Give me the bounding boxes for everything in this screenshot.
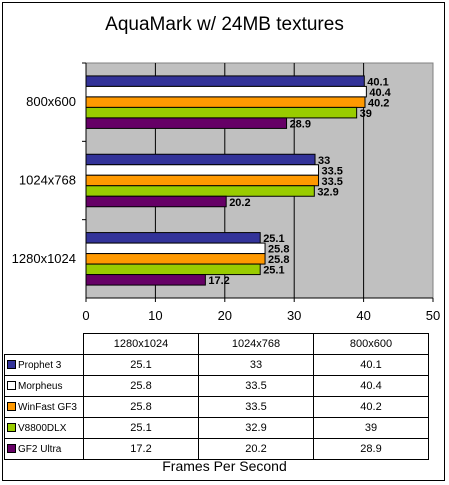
bar <box>85 274 206 286</box>
y-tick-label: 1024x768 <box>19 173 76 188</box>
data-label: 40.4 <box>369 87 391 99</box>
bar <box>85 253 266 265</box>
data-label: 32.9 <box>317 186 338 198</box>
bar <box>85 117 288 129</box>
bar <box>85 185 315 197</box>
data-label: 33 <box>318 155 330 167</box>
table-cell: 25.1 <box>83 354 199 376</box>
table-row: Morpheus 25.8 33.5 40.4 <box>4 375 429 397</box>
table-column-header: 1024x768 <box>198 333 314 355</box>
legend-swatch <box>7 402 16 412</box>
legend-entry: Morpheus <box>4 375 84 397</box>
legend-label: V8800DLX <box>18 422 67 434</box>
y-tick-label: 1280x1024 <box>12 251 76 266</box>
chart-frame <box>2 2 445 481</box>
data-label: 40.2 <box>368 97 389 109</box>
table-cell: 40.4 <box>313 375 429 397</box>
table-cell: 17.2 <box>83 438 199 460</box>
data-label: 39 <box>360 108 372 120</box>
legend-label: WinFast GF3 <box>18 401 77 413</box>
data-label: 40.1 <box>367 76 388 88</box>
data-label: 25.8 <box>268 254 289 266</box>
table-cell: 32.9 <box>198 417 314 439</box>
legend-swatch <box>7 423 16 433</box>
data-label: 33.5 <box>321 176 342 188</box>
x-axis-label: Frames Per Second <box>162 458 287 474</box>
legend-swatch <box>7 444 16 454</box>
data-label: 25.1 <box>263 265 284 277</box>
table-cell: 33 <box>198 354 314 376</box>
data-label: 17.2 <box>208 275 229 287</box>
legend-entry: WinFast GF3 <box>4 396 84 418</box>
chart-title: AquaMark w/ 24MB textures <box>105 14 344 35</box>
table-row: WinFast GF3 25.8 33.5 40.2 <box>4 396 429 418</box>
bar <box>85 232 261 244</box>
table-cell: 25.8 <box>83 375 199 397</box>
data-label: 25.8 <box>268 244 289 256</box>
table-row: Prophet 3 25.1 33 40.1 <box>4 354 429 376</box>
data-label: 25.1 <box>263 233 284 245</box>
legend-label: GF2 Ultra <box>18 443 62 455</box>
bar <box>85 106 358 119</box>
bar <box>85 164 319 176</box>
table-cell: 33.5 <box>198 375 314 397</box>
legend-swatch <box>7 360 16 370</box>
data-label: 28.9 <box>290 118 311 130</box>
table-row: V8800DLX 25.1 32.9 39 <box>4 417 429 439</box>
table-cell: 25.8 <box>83 396 199 418</box>
table-cell: 40.1 <box>313 354 429 376</box>
bar-chart: 0 10 20 30 40 50 800x600 40.140.440.239 28.9 1024… <box>12 62 440 323</box>
legend-swatch <box>7 381 16 391</box>
table-cell: 40.2 <box>313 396 429 418</box>
table-column-header: 800x600 <box>313 333 429 355</box>
data-table: 1280x1024 1024x768 800x600 Prophet 3 25.1 33 4… <box>4 333 429 460</box>
x-tick-label: 10 <box>148 308 162 323</box>
bar <box>85 174 319 187</box>
table-corner <box>5 334 84 355</box>
bar <box>85 195 227 208</box>
bar <box>85 96 366 108</box>
x-tick-label: 30 <box>287 308 301 323</box>
legend-entry: GF2 Ultra <box>4 438 84 460</box>
table-cell: 33.5 <box>198 396 314 418</box>
legend-entry: V8800DLX <box>4 417 84 439</box>
x-tick-label: 20 <box>218 308 232 323</box>
legend-label: Morpheus <box>18 380 63 392</box>
legend-entry: Prophet 3 <box>4 354 84 376</box>
bar <box>85 85 367 98</box>
bar <box>85 75 365 87</box>
x-tick-label: 40 <box>356 308 370 323</box>
x-tick-label: 0 <box>82 308 89 323</box>
data-label: 33.5 <box>321 165 342 177</box>
bar <box>85 263 261 276</box>
table-header-row: 1280x1024 1024x768 800x600 <box>5 333 429 355</box>
legend-label: Prophet 3 <box>18 359 62 371</box>
table-column-header: 1280x1024 <box>83 333 199 355</box>
table-row: GF2 Ultra 17.2 20.2 28.9 <box>4 438 429 460</box>
table-cell: 20.2 <box>198 438 314 460</box>
table-cell: 39 <box>313 417 429 439</box>
data-label: 20.2 <box>229 197 250 209</box>
x-tick-label: 50 <box>426 308 440 323</box>
bar <box>85 242 266 255</box>
y-tick-label: 800x600 <box>26 94 76 109</box>
bar <box>85 153 316 166</box>
table-cell: 25.1 <box>83 417 199 439</box>
table-cell: 28.9 <box>313 438 429 460</box>
